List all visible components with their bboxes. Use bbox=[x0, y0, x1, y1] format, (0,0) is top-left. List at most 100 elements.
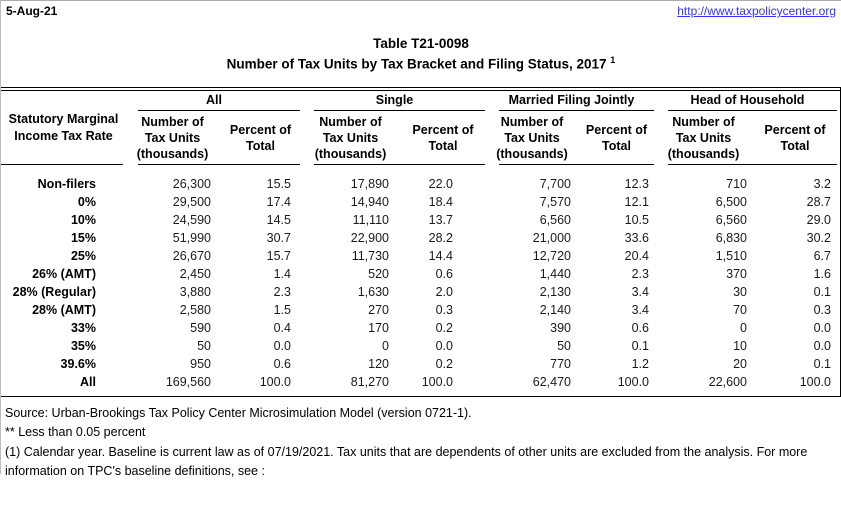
cell-value: 7,570 bbox=[539, 194, 571, 209]
subheader-text: Number of bbox=[672, 114, 735, 129]
cell-value: 0.0 bbox=[813, 338, 831, 353]
footnotes: Source: Urban-Brookings Tax Policy Cente… bbox=[1, 397, 841, 482]
cell-value: 12.1 bbox=[624, 194, 649, 209]
homepage-link[interactable]: http://www.taxpolicycenter.org bbox=[677, 4, 836, 18]
cell-value: 3.4 bbox=[631, 302, 649, 317]
row-label: 28% (AMT) bbox=[32, 302, 96, 317]
cell-value: 0.2 bbox=[435, 356, 453, 371]
subheader-text: Tax Units bbox=[144, 130, 201, 145]
cell-value: 2.3 bbox=[273, 284, 291, 299]
column-group-married-filing-jointly: Married Filing Jointly Number of Tax Uni… bbox=[487, 91, 656, 165]
cell-value: 14.5 bbox=[266, 212, 291, 227]
subheader-percent-all: Percent of Total bbox=[219, 111, 302, 165]
cell-value: 29.0 bbox=[806, 212, 831, 227]
group-header-head-of-household: Head of Household bbox=[656, 91, 839, 111]
cell-value: 0.6 bbox=[435, 266, 453, 281]
cell-value: 6.7 bbox=[813, 248, 831, 263]
subheader-row-married-filing-jointly: Number of Tax Units (thousands) Percent … bbox=[487, 111, 656, 165]
cell-value: 950 bbox=[190, 356, 211, 371]
row-header: Statutory Marginal Income Tax Rate bbox=[1, 91, 126, 165]
cell-value: 0.6 bbox=[273, 356, 291, 371]
cell-value: 13.7 bbox=[428, 212, 453, 227]
subheader-text: Total bbox=[602, 138, 631, 153]
cell-value: 33.6 bbox=[624, 230, 649, 245]
cell-value: 0.3 bbox=[435, 302, 453, 317]
cell-value: 2,450 bbox=[179, 266, 211, 281]
table-row: 25% 26,670 15.7 11,730 14.4 12,720 20.4 … bbox=[1, 247, 840, 265]
subheader-text: Total bbox=[780, 138, 810, 153]
cell-value: 1.2 bbox=[631, 356, 649, 371]
table-row: 28% (Regular) 3,880 2.3 1,630 2.0 2,130 … bbox=[1, 283, 840, 301]
subheader-row-head-of-household: Number of Tax Units (thousands) Percent … bbox=[656, 111, 839, 165]
subheader-text: Percent of bbox=[585, 122, 648, 137]
cell-value: 0.4 bbox=[273, 320, 291, 335]
cell-value: 100.0 bbox=[259, 374, 291, 389]
table-row: 39.6% 950 0.6 120 0.2 770 1.2 20 0.1 bbox=[1, 355, 840, 373]
cell-value: 1,510 bbox=[715, 248, 747, 263]
cell-value: 51,990 bbox=[172, 230, 211, 245]
subheader-text: (thousands) bbox=[314, 146, 387, 161]
row-label: All bbox=[80, 374, 96, 389]
cell-value: 62,470 bbox=[532, 374, 571, 389]
cell-value: 15.5 bbox=[266, 176, 291, 191]
row-header-line1: Statutory Marginal bbox=[8, 112, 119, 127]
cell-value: 120 bbox=[368, 356, 389, 371]
cell-value: 10 bbox=[733, 338, 747, 353]
cell-value: 15.7 bbox=[266, 248, 291, 263]
subheader-text: Percent of bbox=[412, 122, 474, 137]
cell-value: 2,580 bbox=[179, 302, 211, 317]
table-row: 15% 51,990 30.7 22,900 28.2 21,000 33.6 … bbox=[1, 229, 840, 247]
row-label: 33% bbox=[70, 320, 96, 335]
cell-value: 3.2 bbox=[813, 176, 831, 191]
cell-value: 0.2 bbox=[435, 320, 453, 335]
cell-value: 6,830 bbox=[715, 230, 747, 245]
cell-value: 21,000 bbox=[532, 230, 571, 245]
table-row: 0% 29,500 17.4 14,940 18.4 7,570 12.1 6,… bbox=[1, 193, 840, 211]
subheader-row-all: Number of Tax Units (thousands) Percent … bbox=[126, 111, 302, 165]
row-label: 39.6% bbox=[60, 356, 96, 371]
cell-value: 12,720 bbox=[532, 248, 571, 263]
subheader-percent-single: Percent of Total bbox=[399, 111, 487, 165]
cell-value: 17,890 bbox=[350, 176, 389, 191]
table-title: Table T21-0098 bbox=[373, 36, 469, 51]
cell-value: 169,560 bbox=[165, 374, 211, 389]
subheader-text: Total bbox=[428, 138, 458, 153]
cell-value: 710 bbox=[726, 176, 747, 191]
date-label: 5-Aug-21 bbox=[6, 4, 58, 18]
cell-value: 17.4 bbox=[266, 194, 291, 209]
cell-value: 10.5 bbox=[624, 212, 649, 227]
cell-value: 1,440 bbox=[539, 266, 571, 281]
title-block: Table T21-0098 Number of Tax Units by Ta… bbox=[1, 36, 841, 72]
row-label: Non-filers bbox=[37, 176, 96, 191]
table-row: 10% 24,590 14.5 11,110 13.7 6,560 10.5 6… bbox=[1, 211, 840, 229]
cell-value: 100.0 bbox=[421, 374, 453, 389]
subheader-text: (thousands) bbox=[136, 146, 209, 161]
cell-value: 28.2 bbox=[428, 230, 453, 245]
table-header: Statutory Marginal Income Tax Rate All N… bbox=[1, 91, 840, 165]
table-row: All 169,560 100.0 81,270 100.0 62,470 10… bbox=[1, 373, 840, 391]
less-than-note: ** Less than 0.05 percent bbox=[5, 425, 146, 439]
cell-value: 6,560 bbox=[539, 212, 571, 227]
subheader-row-single: Number of Tax Units (thousands) Percent … bbox=[302, 111, 487, 165]
subheader-percent-married-filing-jointly: Percent of Total bbox=[577, 111, 656, 165]
table-row: 28% (AMT) 2,580 1.5 270 0.3 2,140 3.4 70… bbox=[1, 301, 840, 319]
cell-value: 6,500 bbox=[715, 194, 747, 209]
row-header-line2: Income Tax Rate bbox=[14, 128, 113, 143]
cell-value: 390 bbox=[550, 320, 571, 335]
cell-value: 0.0 bbox=[273, 338, 291, 353]
data-table: Statutory Marginal Income Tax Rate All N… bbox=[1, 86, 841, 397]
cell-value: 0 bbox=[382, 338, 389, 353]
cell-value: 3.4 bbox=[631, 284, 649, 299]
cell-value: 22,900 bbox=[350, 230, 389, 245]
subheader-number-all: Number of Tax Units (thousands) bbox=[126, 111, 219, 165]
cell-value: 2,130 bbox=[539, 284, 571, 299]
cell-value: 170 bbox=[368, 320, 389, 335]
cell-value: 11,110 bbox=[352, 212, 389, 227]
table-subtitle: Number of Tax Units by Tax Bracket and F… bbox=[1, 55, 841, 72]
cell-value: 520 bbox=[368, 266, 389, 281]
cell-value: 370 bbox=[726, 266, 747, 281]
cell-value: 12.3 bbox=[624, 176, 649, 191]
subheader-number-head-of-household: Number of Tax Units (thousands) bbox=[656, 111, 751, 165]
subheader-text: (thousands) bbox=[496, 146, 568, 161]
